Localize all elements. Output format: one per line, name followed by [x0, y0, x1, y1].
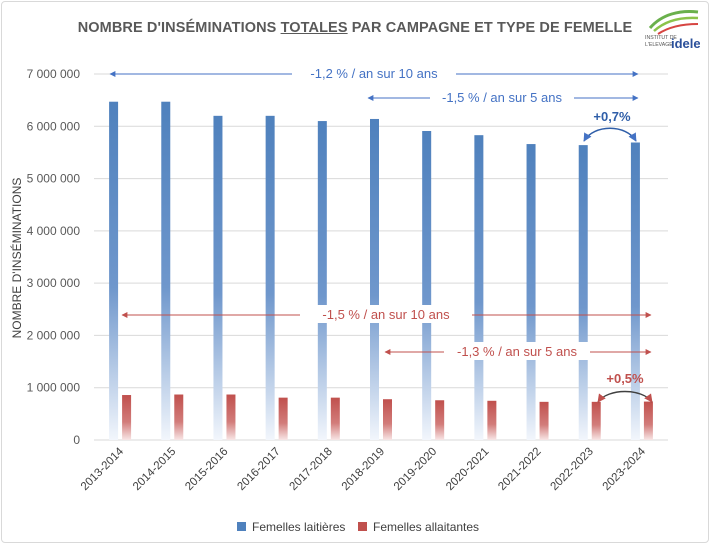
bar-dairy	[578, 145, 588, 440]
label-bg-red-5y	[444, 342, 590, 360]
legend-label-dairy: Femelles laitières	[252, 520, 345, 534]
bar-dairy	[370, 118, 379, 441]
bar-dairy	[213, 115, 223, 440]
y-tick-label: 3 000 000	[27, 276, 81, 290]
y-tick-label: 7 000 000	[27, 67, 81, 81]
bar-suckler	[174, 394, 184, 440]
bar-dairy	[161, 101, 171, 440]
legend-label-suckler: Femelles allaitantes	[373, 520, 479, 534]
x-tick-labels: 2013-2014 2014-2015 2015-2016 2016-2017 2017…	[79, 445, 649, 493]
annotation-red-5y: -1,3 % / an sur 5 ans	[457, 344, 577, 359]
x-tick-label: 2018-2019	[340, 446, 387, 493]
y-axis-label: NOMBRE D'INSÉMINATIONS	[9, 178, 24, 339]
y-tick-label: 6 000 000	[27, 119, 81, 133]
x-tick-label: 2020-2021	[444, 446, 491, 493]
bar-suckler	[591, 401, 601, 440]
x-tick-label: 2013-2014	[79, 445, 127, 493]
y-tick-label: 2 000 000	[27, 328, 81, 342]
legend: Femelles laitières Femelles allaitantes	[237, 520, 479, 534]
logo-brand: idele	[671, 36, 700, 50]
logo-text-top: INSTITUT DE	[645, 35, 677, 41]
annotation-red-last: +0,5%	[606, 371, 644, 386]
bar-suckler	[487, 400, 497, 440]
bar-suckler	[226, 394, 236, 440]
y-tick-label: 0	[73, 433, 80, 447]
bar-dairy	[109, 101, 119, 440]
x-tick-label: 2023-2024	[601, 445, 649, 493]
bar-suckler	[122, 395, 132, 440]
y-tick-labels: 0 1 000 000 2 000 000 3 000 000 4 000 000 5 0…	[27, 67, 81, 447]
y-tick-label: 1 000 000	[27, 381, 81, 395]
y-tick-label: 4 000 000	[27, 224, 81, 238]
label-bg-blue-5y	[430, 88, 574, 106]
x-tick-label: 2019-2020	[392, 446, 439, 493]
label-bg-red-10y	[300, 305, 472, 323]
annotation-blue-10y: -1,2 % / an sur 10 ans	[310, 66, 438, 81]
y-tick-label: 5 000 000	[27, 172, 81, 186]
x-tick-label: 2021-2022	[496, 446, 543, 493]
arrow-red-last	[597, 390, 653, 403]
x-tick-label: 2017-2018	[288, 446, 335, 493]
x-tick-label: 2015-2016	[183, 446, 230, 493]
bar-dairy	[630, 142, 640, 440]
bar-suckler	[330, 397, 340, 440]
label-bg-blue-10y	[292, 64, 456, 82]
bar-suckler	[278, 397, 288, 440]
annotation-blue-5y: -1,5 % / an sur 5 ans	[442, 90, 562, 105]
bar-suckler	[539, 401, 549, 440]
bar-dairy	[265, 115, 275, 440]
bars	[109, 101, 653, 441]
idele-logo: INSTITUT DE L'ELEVAGE idele	[645, 10, 700, 50]
bar-dairy	[526, 144, 536, 440]
annotation-blue-last: +0,7%	[593, 109, 631, 124]
x-tick-label: 2016-2017	[235, 446, 282, 493]
legend-swatch-suckler	[358, 522, 367, 531]
logo-text-mid: L'ELEVAGE	[645, 42, 673, 48]
legend-swatch-dairy	[237, 522, 246, 531]
arrow-blue-last	[583, 127, 637, 142]
x-tick-label: 2014-2015	[131, 446, 178, 493]
bar-suckler	[435, 400, 445, 440]
x-tick-label: 2022-2023	[548, 446, 595, 493]
bar-dairy	[422, 130, 432, 440]
bar-dairy	[474, 135, 484, 440]
chart-title: NOMBRE D'INSÉMINATIONS TOTALES PAR CAMPA…	[77, 20, 633, 36]
bar-dairy	[317, 121, 327, 441]
annotation-red-10y: -1,5 % / an sur 10 ans	[322, 307, 450, 322]
bar-suckler	[643, 401, 653, 440]
bar-suckler	[383, 399, 392, 440]
